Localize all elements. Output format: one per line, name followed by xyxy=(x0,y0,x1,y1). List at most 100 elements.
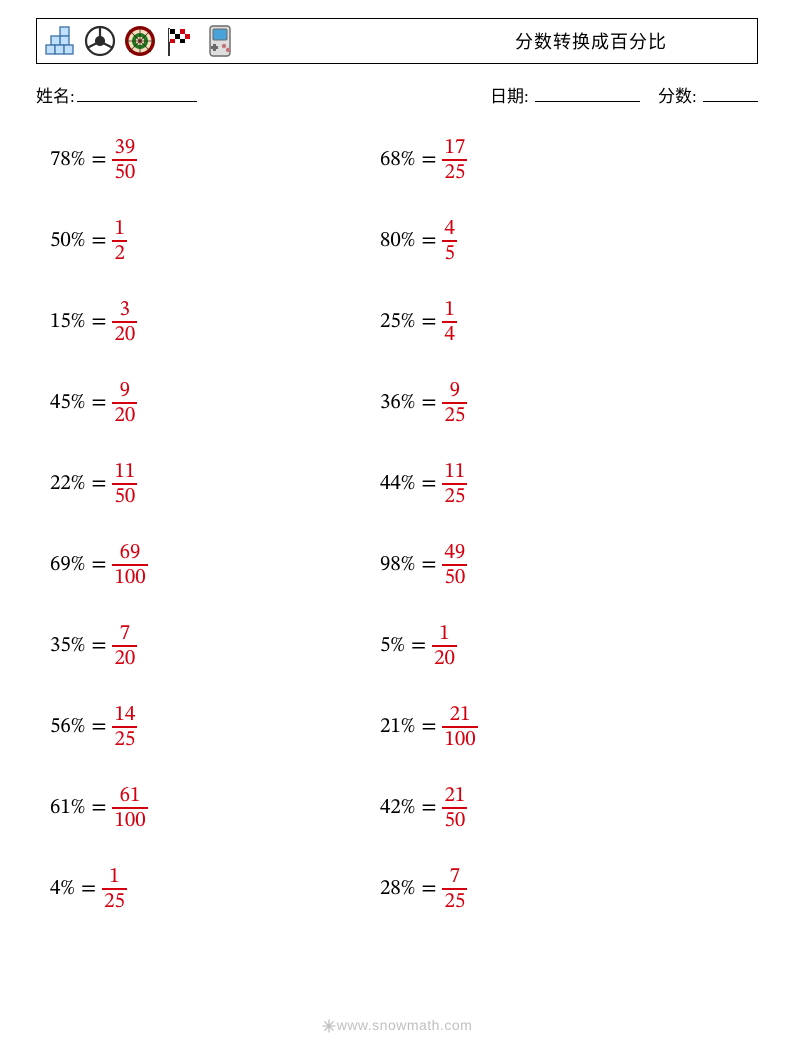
problem-item: 80%=45 xyxy=(380,216,710,266)
denominator: 25 xyxy=(442,485,467,507)
date-blank[interactable] xyxy=(535,101,640,102)
fraction-answer: 1125 xyxy=(442,461,467,506)
meta-line: 姓名: 日期: 分数: xyxy=(36,82,758,107)
equals-sign: = xyxy=(421,714,436,740)
fraction-answer: 725 xyxy=(442,866,467,911)
equals-sign: = xyxy=(91,228,106,254)
numerator: 1 xyxy=(442,299,456,321)
denominator: 25 xyxy=(102,890,127,912)
fraction-answer: 3950 xyxy=(112,137,137,182)
percent-value: 21% xyxy=(380,714,415,740)
equals-sign: = xyxy=(421,876,436,902)
problem-grid: 78%=395068%=172550%=1280%=4515%=32025%=1… xyxy=(36,135,758,914)
percent-value: 35% xyxy=(50,633,85,659)
problem-item: 69%=69100 xyxy=(50,540,380,590)
percent-value: 22% xyxy=(50,471,85,497)
percent-value: 15% xyxy=(50,309,85,335)
percent-value: 78% xyxy=(50,147,85,173)
problem-item: 68%=1725 xyxy=(380,135,710,185)
numerator: 1 xyxy=(437,623,451,645)
percent-value: 56% xyxy=(50,714,85,740)
equals-sign: = xyxy=(411,633,426,659)
equals-sign: = xyxy=(421,147,436,173)
numerator: 14 xyxy=(112,704,137,726)
problem-item: 42%=2150 xyxy=(380,783,710,833)
denominator: 25 xyxy=(442,404,467,426)
fraction-answer: 125 xyxy=(102,866,127,911)
problem-item: 98%=4950 xyxy=(380,540,710,590)
numerator: 9 xyxy=(118,380,132,402)
fraction-answer: 45 xyxy=(442,218,456,263)
problem-item: 50%=12 xyxy=(50,216,380,266)
percent-value: 44% xyxy=(380,471,415,497)
problem-item: 21%=21100 xyxy=(380,702,710,752)
numerator: 61 xyxy=(118,785,143,807)
name-blank[interactable] xyxy=(77,101,197,102)
problem-item: 25%= 14 xyxy=(380,297,710,347)
equals-sign: = xyxy=(421,552,436,578)
equals-sign: = xyxy=(91,633,106,659)
numerator: 3 xyxy=(118,299,132,321)
score-label: 分数: xyxy=(658,87,697,106)
denominator: 50 xyxy=(442,809,467,831)
problem-item: 28%=725 xyxy=(380,864,710,914)
numerator: 4 xyxy=(442,218,456,240)
denominator: 4 xyxy=(442,323,456,345)
fraction-answer: 720 xyxy=(112,623,137,668)
percent-value: 36% xyxy=(380,390,415,416)
name-label: 姓名: xyxy=(36,82,75,107)
percent-value: 42% xyxy=(380,795,415,821)
denominator: 20 xyxy=(112,404,137,426)
percent-value: 69% xyxy=(50,552,85,578)
problem-item: 22%=1150 xyxy=(50,459,380,509)
equals-sign: = xyxy=(91,147,106,173)
percent-value: 50% xyxy=(50,228,85,254)
fraction-answer: 925 xyxy=(442,380,467,425)
blocks-icon xyxy=(43,24,77,58)
numerator: 1 xyxy=(107,866,121,888)
equals-sign: = xyxy=(421,309,436,335)
fraction-answer: 920 xyxy=(112,380,137,425)
fraction-answer: 320 xyxy=(112,299,137,344)
denominator: 50 xyxy=(112,161,137,183)
fraction-answer: 12 xyxy=(112,218,126,263)
numerator: 7 xyxy=(118,623,132,645)
denominator: 25 xyxy=(442,161,467,183)
equals-sign: = xyxy=(91,714,106,740)
equals-sign: = xyxy=(421,390,436,416)
score-blank[interactable] xyxy=(703,101,758,102)
footer-text: www.snowmath.com xyxy=(337,1017,473,1033)
percent-value: 25% xyxy=(380,309,415,335)
fraction-answer: 120 xyxy=(432,623,457,668)
numerator: 9 xyxy=(448,380,462,402)
problem-item: 45%=920 xyxy=(50,378,380,428)
equals-sign: = xyxy=(421,795,436,821)
problem-item: 44%=1125 xyxy=(380,459,710,509)
footer: www.snowmath.com xyxy=(0,1017,794,1033)
numerator: 69 xyxy=(118,542,143,564)
equals-sign: = xyxy=(421,471,436,497)
fraction-answer: 61100 xyxy=(112,785,147,830)
numerator: 21 xyxy=(442,785,467,807)
equals-sign: = xyxy=(91,795,106,821)
header-box: 分数转换成百分比 xyxy=(36,18,758,64)
fraction-answer: 1725 xyxy=(442,137,467,182)
steering-wheel-icon xyxy=(83,24,117,58)
numerator: 39 xyxy=(112,137,137,159)
percent-value: 80% xyxy=(380,228,415,254)
problem-item: 78%=3950 xyxy=(50,135,380,185)
equals-sign: = xyxy=(421,228,436,254)
numerator: 17 xyxy=(442,137,467,159)
percent-value: 68% xyxy=(380,147,415,173)
percent-value: 28% xyxy=(380,876,415,902)
problem-item: 35%=720 xyxy=(50,621,380,671)
denominator: 25 xyxy=(112,728,137,750)
denominator: 50 xyxy=(112,485,137,507)
snowflake-icon xyxy=(322,1019,336,1033)
problem-item: 4%=125 xyxy=(50,864,380,914)
percent-value: 61% xyxy=(50,795,85,821)
denominator: 20 xyxy=(112,647,137,669)
fraction-answer: 2150 xyxy=(442,785,467,830)
problem-item: 36%=925 xyxy=(380,378,710,428)
fraction-answer: 1150 xyxy=(112,461,137,506)
